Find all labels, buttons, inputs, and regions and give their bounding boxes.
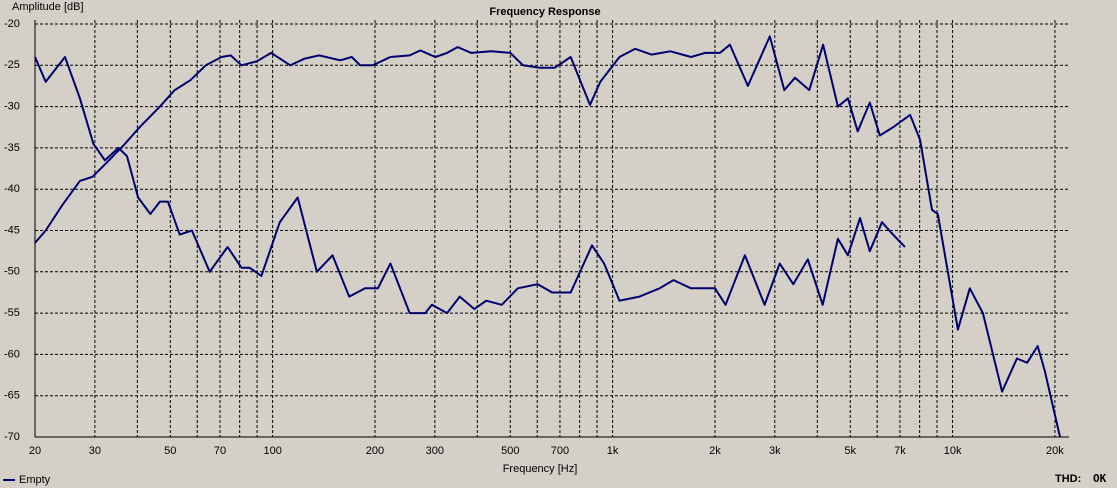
plot-area: -20 -25 -30 -35 -40 -45 -50 -55 -60 -65 -70 20 30 50 7… <box>4 18 1069 457</box>
status-value: OK <box>1093 472 1107 485</box>
y-tick-label: -70 <box>4 431 20 443</box>
y-tick-label: -25 <box>4 59 20 71</box>
chart-title: Frequency Response <box>489 6 600 18</box>
y-tick-label: -45 <box>4 224 20 236</box>
x-tick-label: 5k <box>844 445 856 457</box>
series-line <box>34 56 906 315</box>
y-tick-label: -65 <box>4 390 20 402</box>
x-tick-label: 50 <box>164 445 176 457</box>
y-tick-label: -50 <box>4 266 20 278</box>
y-tick-label: -60 <box>4 348 20 360</box>
x-tick-label: 7k <box>894 445 906 457</box>
x-tick-label: 2k <box>709 445 721 457</box>
x-tick-label: 1k <box>607 445 619 457</box>
x-tick-label: 100 <box>263 445 281 457</box>
x-tick-label: 20k <box>1046 445 1064 457</box>
y-tick-label: -20 <box>4 18 20 30</box>
x-tick-label: 700 <box>551 445 569 457</box>
series-line <box>34 35 1061 438</box>
x-tick-label: 20 <box>29 445 41 457</box>
y-tick-label: -40 <box>4 183 20 195</box>
status-label: THD: <box>1055 473 1081 485</box>
x-axis-label: Frequency [Hz] <box>503 463 578 475</box>
y-tick-label: -55 <box>4 307 20 319</box>
x-tick-label: 3k <box>769 445 781 457</box>
y-tick-label: -35 <box>4 142 20 154</box>
x-tick-label: 300 <box>426 445 444 457</box>
y-axis-label: Amplitude [dB] <box>12 1 84 13</box>
y-tick-label: -30 <box>4 101 20 113</box>
legend-label: Empty <box>19 474 51 486</box>
x-tick-label: 70 <box>214 445 226 457</box>
x-tick-label: 500 <box>501 445 519 457</box>
x-tick-label: 200 <box>366 445 384 457</box>
x-tick-label: 30 <box>89 445 101 457</box>
x-tick-label: 10k <box>944 445 962 457</box>
